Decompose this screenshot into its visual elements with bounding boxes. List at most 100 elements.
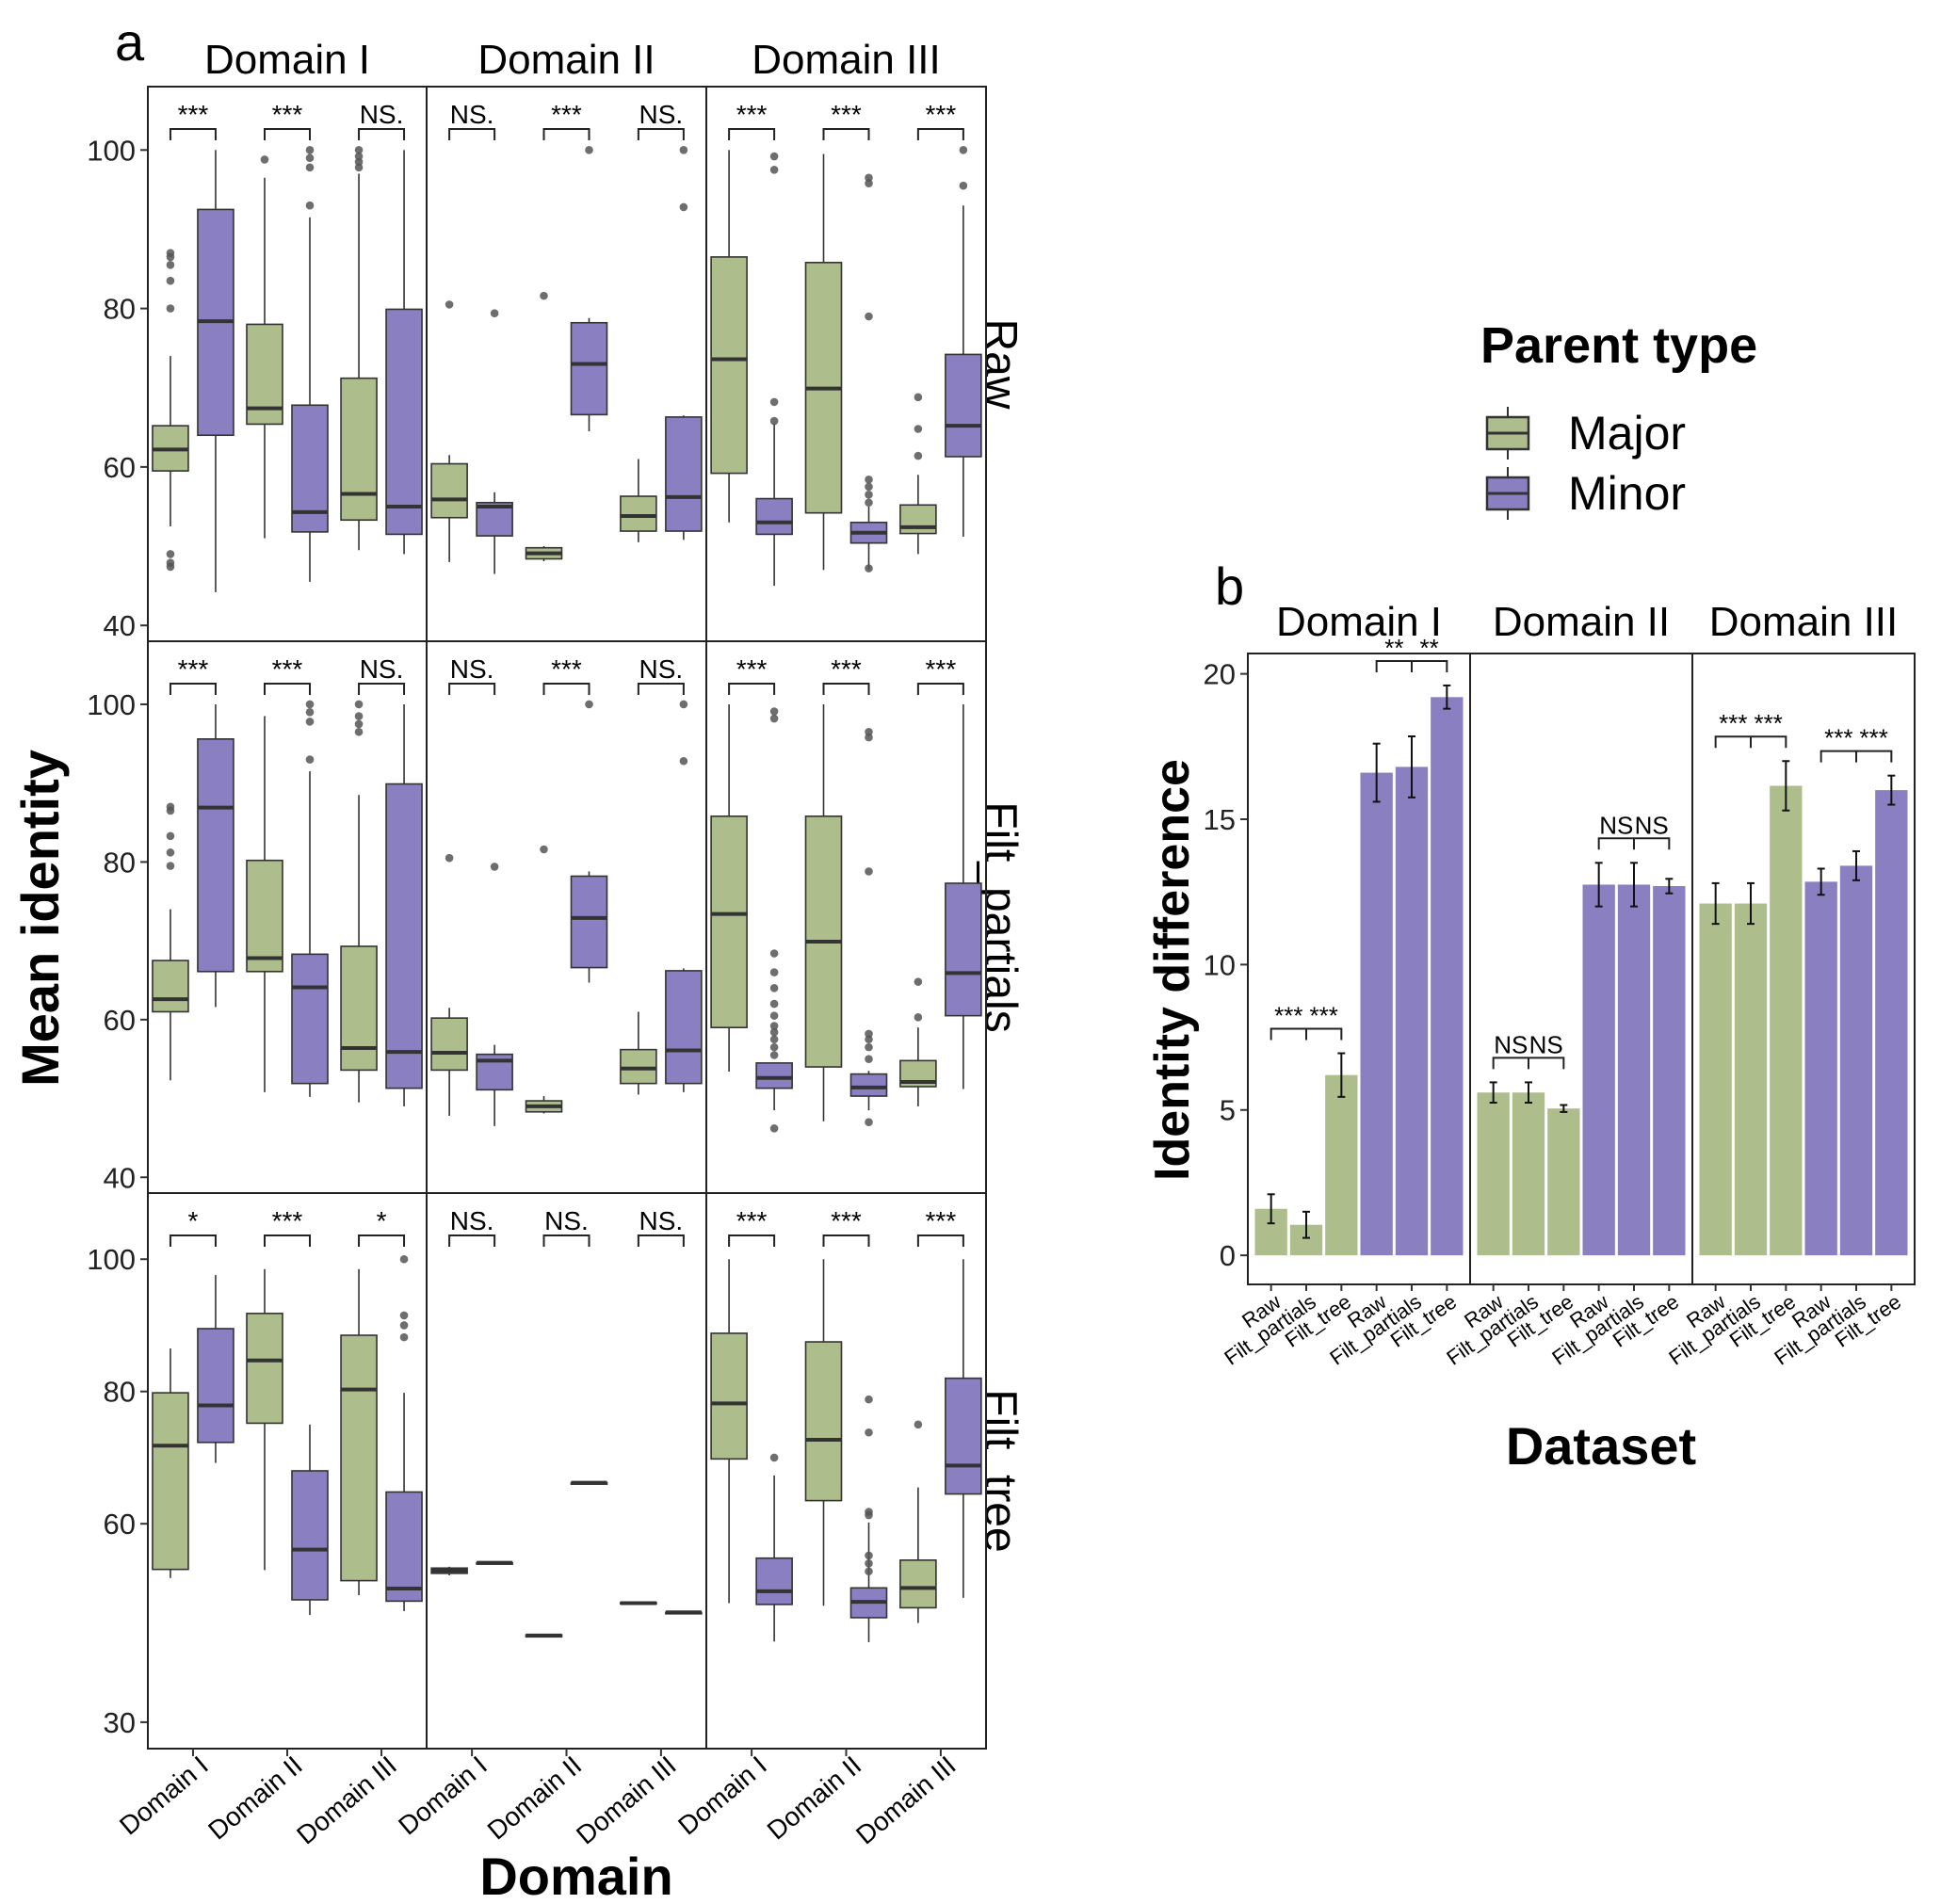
y-tick-label: 30 <box>104 1706 136 1739</box>
outlier-point <box>166 261 175 269</box>
box-minor <box>945 882 982 1017</box>
box-major <box>710 815 748 1028</box>
box-major <box>804 1341 843 1502</box>
significance-bracket <box>1597 837 1671 850</box>
outlier-point <box>865 476 873 484</box>
outlier-point <box>959 146 968 154</box>
outlier-point <box>679 202 688 212</box>
outlier-point <box>305 718 315 726</box>
outlier-point <box>865 1055 873 1063</box>
facet-panel <box>426 1192 707 1750</box>
outlier-point <box>865 312 873 321</box>
legend-title: Parent type <box>1480 317 1757 374</box>
significance-label: NS. <box>639 100 684 129</box>
significance-label: NS. <box>639 1206 684 1235</box>
facet-label: Domain I <box>1276 599 1442 645</box>
outlier-point <box>769 1051 779 1059</box>
significance-label: *** <box>831 100 862 129</box>
outlier-point <box>354 700 364 709</box>
outlier-point <box>865 498 873 508</box>
significance-label: *** <box>831 1206 862 1235</box>
significance-bracket <box>358 683 406 695</box>
bar-minor <box>1360 772 1393 1256</box>
bar-major <box>1477 1092 1510 1256</box>
significance-bracket <box>542 683 590 695</box>
significance-label: *** <box>831 654 862 684</box>
outlier-point <box>166 276 175 285</box>
significance-label: *** <box>1859 724 1887 752</box>
outlier-point <box>865 482 873 492</box>
row-facet-label: Filt_partials <box>976 801 1026 1032</box>
significance-label: ** <box>1420 634 1439 662</box>
x-tick-label: Domain II <box>482 1751 588 1846</box>
bar-major <box>1512 1092 1545 1256</box>
outlier-point <box>399 1332 409 1342</box>
y-tick-label: 100 <box>87 1243 136 1276</box>
y-tick-label: 15 <box>1204 803 1236 836</box>
significance-bracket <box>728 683 776 695</box>
significance-label: *** <box>1754 709 1782 737</box>
box-minor <box>945 353 982 458</box>
outlier-point <box>679 756 688 766</box>
bar-minor <box>1875 790 1908 1256</box>
y-tick-label: 10 <box>1204 948 1236 981</box>
outlier-point <box>865 1042 873 1052</box>
y-tick-label: 80 <box>104 293 136 326</box>
legend-label: Minor <box>1568 467 1686 520</box>
outlier-point <box>305 146 315 154</box>
outlier-point <box>865 1508 873 1516</box>
outlier-point <box>305 153 315 163</box>
outlier-point <box>166 862 175 870</box>
outlier-point <box>914 1420 923 1429</box>
significance-label: *** <box>272 100 303 129</box>
significance-bracket <box>637 1234 685 1247</box>
legend: Parent type Major Minor <box>1480 317 1757 520</box>
significance-bracket <box>448 1234 496 1247</box>
x-axis-title: Dataset <box>1506 1416 1696 1476</box>
box-minor <box>385 783 423 1089</box>
y-tick-label: 60 <box>104 1004 136 1037</box>
outlier-point <box>865 727 873 736</box>
box-minor <box>197 1328 235 1444</box>
outlier-point <box>769 416 779 426</box>
facet-panel <box>147 1192 428 1750</box>
box-major <box>430 462 468 519</box>
box-minor <box>385 1491 423 1603</box>
outlier-point <box>166 550 175 558</box>
outlier-point <box>865 179 873 187</box>
box-major <box>710 1332 748 1460</box>
significance-label: *** <box>926 1206 957 1235</box>
significance-bracket <box>1270 1027 1343 1041</box>
column-facet-label: Domain I <box>204 37 370 83</box>
outlier-point <box>769 166 779 174</box>
significance-bracket <box>822 683 870 695</box>
outlier-point <box>399 1311 409 1320</box>
significance-bracket <box>264 683 311 695</box>
significance-label: *** <box>551 654 582 684</box>
significance-label: NS. <box>544 1206 589 1235</box>
box-major <box>899 504 937 535</box>
y-tick-label: 100 <box>87 134 136 167</box>
outlier-point <box>354 719 364 729</box>
outlier-point <box>769 707 779 716</box>
outlier-point <box>354 152 364 161</box>
significance-label: *** <box>272 1206 303 1235</box>
panel-a-boxplots: a Domain I Domain II Domain III406080100Raw… <box>10 12 1026 1904</box>
outlier-point <box>914 425 923 433</box>
significance-bracket <box>264 1234 311 1247</box>
significance-label: * <box>187 1206 198 1235</box>
significance-bracket <box>916 128 964 140</box>
outlier-point <box>399 1254 409 1264</box>
panel-b-letter: b <box>1215 557 1244 616</box>
box-major <box>620 1048 657 1085</box>
bar-minor <box>1395 766 1429 1256</box>
legend-label: Major <box>1568 407 1686 460</box>
outlier-point <box>865 1567 873 1576</box>
significance-label: NS <box>1494 1030 1528 1058</box>
box-major <box>620 495 657 532</box>
outlier-point <box>914 977 923 986</box>
facet-label: Domain III <box>1709 599 1899 645</box>
significance-bracket <box>542 128 590 140</box>
x-tick-label: Domain III <box>850 1751 962 1850</box>
outlier-point <box>305 163 315 172</box>
